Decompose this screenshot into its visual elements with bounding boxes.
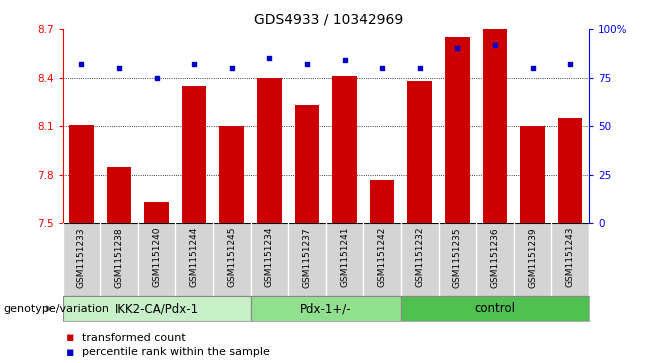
Bar — [370, 180, 394, 223]
Point — [76, 61, 87, 67]
Bar — [520, 126, 545, 223]
Text: GSM1151236: GSM1151236 — [490, 227, 499, 287]
Text: GSM1151245: GSM1151245 — [227, 227, 236, 287]
Text: percentile rank within the sample: percentile rank within the sample — [82, 347, 270, 357]
Text: GSM1151235: GSM1151235 — [453, 227, 462, 287]
Text: GSM1151241: GSM1151241 — [340, 227, 349, 287]
Bar — [107, 167, 131, 223]
Text: GSM1151238: GSM1151238 — [114, 227, 124, 287]
Bar — [220, 126, 244, 223]
Bar — [251, 296, 401, 321]
Text: GSM1151237: GSM1151237 — [303, 227, 311, 287]
Point — [490, 42, 500, 48]
Point — [189, 61, 199, 67]
Bar — [63, 296, 251, 321]
Bar — [445, 37, 470, 223]
Bar — [295, 105, 319, 223]
Text: control: control — [474, 302, 515, 315]
Text: GSM1151242: GSM1151242 — [378, 227, 387, 287]
Point — [565, 61, 575, 67]
Text: GSM1151240: GSM1151240 — [152, 227, 161, 287]
Bar — [558, 118, 582, 223]
Bar — [69, 125, 93, 223]
Text: GDS4933 / 10342969: GDS4933 / 10342969 — [255, 13, 403, 27]
Text: ▪: ▪ — [66, 331, 74, 344]
Bar — [407, 81, 432, 223]
Bar — [401, 296, 589, 321]
Text: GSM1151233: GSM1151233 — [77, 227, 86, 287]
Text: Pdx-1+/-: Pdx-1+/- — [300, 302, 351, 315]
Bar — [182, 86, 207, 223]
Text: GSM1151243: GSM1151243 — [566, 227, 574, 287]
Point — [415, 65, 425, 71]
Point — [301, 61, 312, 67]
Point — [340, 57, 350, 63]
Text: ▪: ▪ — [66, 346, 74, 359]
Text: GSM1151232: GSM1151232 — [415, 227, 424, 287]
Text: GSM1151239: GSM1151239 — [528, 227, 537, 287]
Text: IKK2-CA/Pdx-1: IKK2-CA/Pdx-1 — [114, 302, 199, 315]
Text: genotype/variation: genotype/variation — [3, 303, 109, 314]
Bar — [144, 202, 168, 223]
Point — [114, 65, 124, 71]
Point — [264, 55, 274, 61]
Point — [151, 75, 162, 81]
Point — [452, 45, 463, 51]
Bar — [257, 78, 282, 223]
Point — [527, 65, 538, 71]
Bar — [332, 76, 357, 223]
Bar — [483, 29, 507, 223]
Point — [226, 65, 237, 71]
Text: GSM1151234: GSM1151234 — [265, 227, 274, 287]
Text: GSM1151244: GSM1151244 — [190, 227, 199, 287]
Text: transformed count: transformed count — [82, 333, 186, 343]
Point — [377, 65, 388, 71]
